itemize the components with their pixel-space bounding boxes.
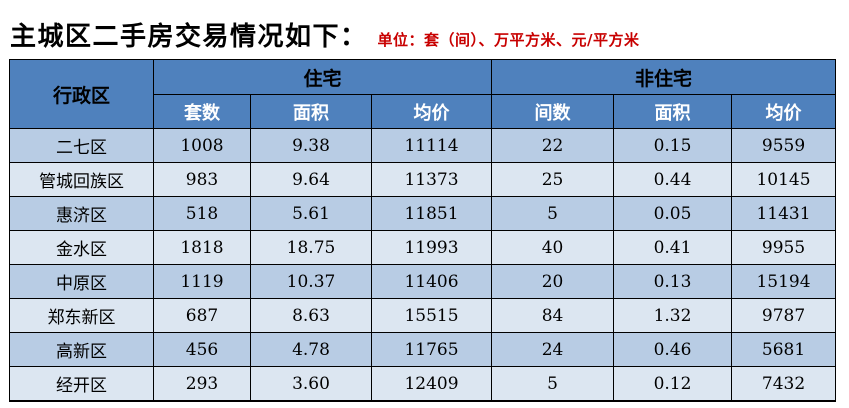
sub-header-rooms: 间数	[491, 94, 615, 129]
district-cell: 经开区	[9, 366, 154, 402]
value-cell: 687	[153, 298, 251, 333]
district-cell: 金水区	[9, 230, 154, 265]
value-cell: 84	[491, 298, 615, 333]
unit-note: 单位：套（间）、万平方米、元/平方米	[377, 31, 640, 49]
value-cell: 456	[153, 332, 251, 367]
header-sub-row: 套数 面积 均价 间数 面积 均价	[10, 94, 837, 129]
value-cell: 9787	[731, 298, 837, 333]
table-row: 二七区 1008 9.38 11114 22 0.15 9559	[9, 128, 837, 163]
table-row: 高新区 456 4.78 11765 24 0.46 5681	[9, 332, 837, 367]
district-cell: 管城回族区	[9, 162, 154, 197]
table-row: 郑东新区 687 8.63 15515 84 1.32 9787	[9, 298, 837, 333]
header-group-row: 行政区 住宅 非住宅	[9, 59, 837, 129]
value-cell: 1818	[153, 230, 251, 265]
page-title: 主城区二手房交易情况如下：	[10, 22, 368, 52]
value-cell: 0.13	[613, 264, 733, 299]
district-cell: 二七区	[9, 128, 154, 163]
sub-header-avgprice-res: 均价	[370, 94, 493, 129]
value-cell: 4.78	[250, 332, 372, 367]
value-cell: 18.75	[250, 230, 372, 265]
district-cell: 高新区	[9, 332, 154, 367]
value-cell: 5681	[731, 332, 837, 367]
value-cell: 3.60	[250, 366, 372, 402]
value-cell: 11114	[370, 128, 493, 163]
value-cell: 11765	[370, 332, 493, 367]
sub-header-avgprice-nonres: 均价	[731, 94, 837, 129]
value-cell: 5.61	[250, 196, 372, 231]
table-body: 二七区 1008 9.38 11114 22 0.15 9559 管城回族区 983 9.64 11…	[9, 128, 837, 402]
table-row: 惠济区 518 5.61 11851 5 0.05 11431	[9, 196, 837, 231]
value-cell: 9559	[731, 128, 837, 163]
value-cell: 11373	[370, 162, 493, 197]
value-cell: 11431	[731, 196, 837, 231]
value-cell: 11406	[370, 264, 493, 299]
value-cell: 20	[491, 264, 615, 299]
value-cell: 10145	[731, 162, 837, 197]
value-cell: 7432	[731, 366, 837, 402]
value-cell: 1119	[153, 264, 251, 299]
value-cell: 40	[491, 230, 615, 265]
value-cell: 9955	[731, 230, 837, 265]
value-cell: 12409	[370, 366, 493, 402]
value-cell: 5	[491, 366, 615, 402]
document-header: 主城区二手房交易情况如下： 单位：套（间）、万平方米、元/平方米	[0, 0, 849, 59]
table-row: 管城回族区 983 9.64 11373 25 0.44 10145	[9, 162, 837, 197]
value-cell: 0.05	[613, 196, 733, 231]
value-cell: 11993	[370, 230, 493, 265]
value-cell: 9.64	[250, 162, 372, 197]
table-row: 金水区 1818 18.75 11993 40 0.41 9955	[9, 230, 837, 265]
value-cell: 0.46	[613, 332, 733, 367]
value-cell: 10.37	[250, 264, 372, 299]
value-cell: 25	[491, 162, 615, 197]
table-row: 中原区 1119 10.37 11406 20 0.13 15194	[9, 264, 837, 299]
value-cell: 0.44	[613, 162, 733, 197]
value-cell: 9.38	[250, 128, 372, 163]
table-row: 经开区 293 3.60 12409 5 0.12 7432	[9, 366, 837, 402]
value-cell: 11851	[370, 196, 493, 231]
value-cell: 0.41	[613, 230, 733, 265]
value-cell: 15515	[370, 298, 493, 333]
district-cell: 郑东新区	[9, 298, 154, 333]
value-cell: 293	[153, 366, 251, 402]
district-cell: 中原区	[9, 264, 154, 299]
value-cell: 8.63	[250, 298, 372, 333]
value-cell: 24	[491, 332, 615, 367]
value-cell: 22	[491, 128, 615, 163]
value-cell: 518	[153, 196, 251, 231]
district-cell: 惠济区	[9, 196, 154, 231]
sub-header-units: 套数	[153, 94, 251, 129]
corner-header-district: 行政区	[9, 59, 154, 129]
value-cell: 0.12	[613, 366, 733, 402]
sub-header-area-nonres: 面积	[613, 94, 733, 129]
value-cell: 15194	[731, 264, 837, 299]
value-cell: 1.32	[613, 298, 733, 333]
value-cell: 0.15	[613, 128, 733, 163]
value-cell: 5	[491, 196, 615, 231]
group-header-nonresidential: 非住宅	[491, 59, 837, 95]
group-header-residential: 住宅	[152, 59, 493, 95]
sub-header-area-res: 面积	[250, 94, 372, 129]
value-cell: 983	[153, 162, 251, 197]
housing-transactions-table: 行政区 住宅 非住宅 套数 面积 均价 间数 面积 均价 二七区 1008 9.38…	[9, 59, 837, 402]
value-cell: 1008	[153, 128, 251, 163]
